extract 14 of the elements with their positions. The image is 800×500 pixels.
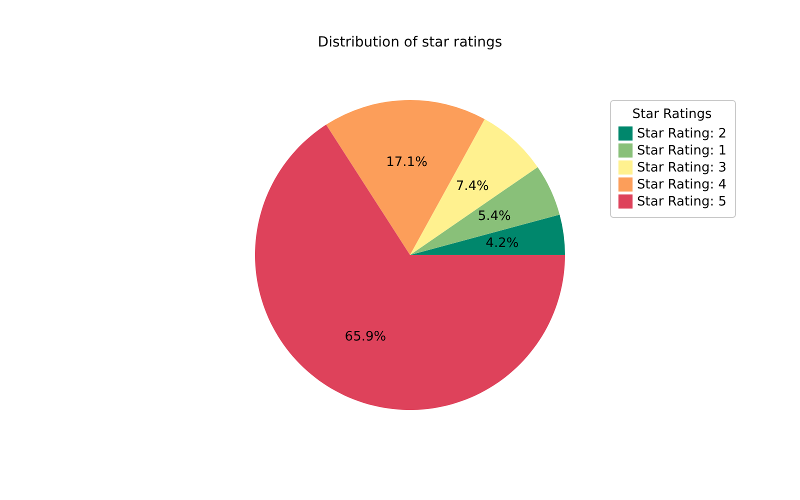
legend-label: Star Rating: 2 <box>637 126 726 142</box>
data-label: 17.1% <box>386 155 428 170</box>
legend-title: Star Ratings <box>632 107 712 122</box>
data-label: 7.4% <box>456 179 489 194</box>
data-label: 65.9% <box>344 330 386 345</box>
data-label: 4.2% <box>486 236 519 251</box>
chart-title: Distribution of star ratings <box>318 34 502 50</box>
legend-label: Star Rating: 4 <box>637 178 726 192</box>
legend-label: Star Rating: 3 <box>637 160 726 176</box>
pie-slice <box>255 124 565 410</box>
data-label: 5.4% <box>478 208 511 224</box>
legend-label: Star Rating: 5 <box>637 194 726 210</box>
legend-label: Star Rating: 1 <box>637 144 726 158</box>
pie-slice <box>410 167 560 255</box>
